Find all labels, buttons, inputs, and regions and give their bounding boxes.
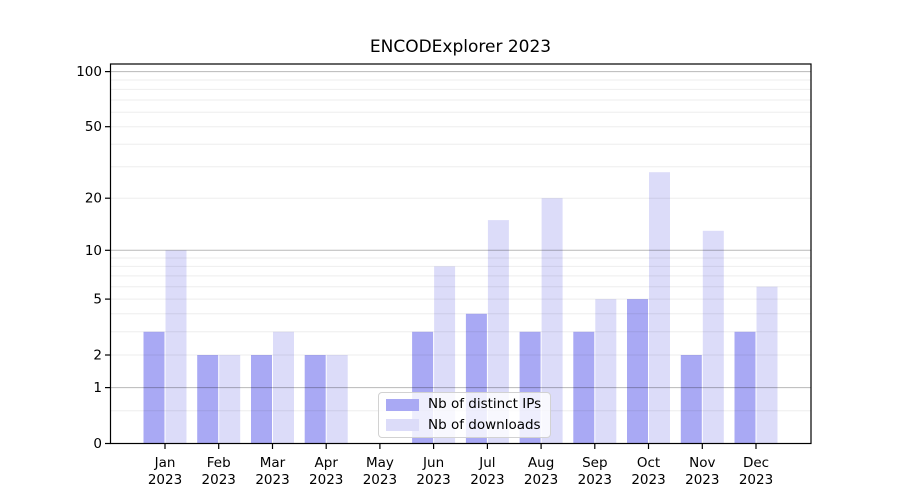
legend-item-downloads: Nb of downloads (386, 416, 541, 433)
legend-item-distinct-ips: Nb of distinct IPs (386, 396, 542, 412)
bar-downloads (702, 230, 724, 444)
legend: Nb of distinct IPs Nb of downloads (378, 392, 552, 438)
legend-swatch-distinct-ips-icon (386, 398, 419, 411)
x-tick-label: Oct 2023 (631, 455, 665, 488)
y-tick-label: 0 (93, 436, 102, 452)
bar-distinct-ips (573, 331, 595, 444)
bar-distinct-ips (304, 355, 326, 444)
bar-distinct-ips (680, 355, 702, 444)
bar-downloads (219, 355, 241, 444)
legend-label-distinct-ips: Nb of distinct IPs (428, 396, 542, 412)
x-tick-label: Apr 2023 (309, 455, 343, 488)
y-tick-label: 20 (85, 191, 102, 207)
bar-downloads (649, 172, 670, 444)
bar-downloads (541, 198, 563, 444)
x-tick-label: Dec 2023 (739, 455, 773, 488)
chart-title: ENCODExplorer 2023 (369, 37, 552, 57)
x-tick-label: Aug 2023 (524, 455, 558, 488)
y-tick-label: 100 (76, 64, 102, 80)
bar-downloads (487, 220, 509, 444)
x-tick-label: Jul 2023 (470, 455, 504, 488)
x-tick-label: Jan 2023 (148, 455, 182, 488)
x-tick-label: Feb 2023 (202, 455, 236, 488)
y-tick-label: 10 (85, 243, 102, 259)
y-tick-label: 50 (85, 119, 102, 135)
legend-label-downloads: Nb of downloads (428, 416, 541, 433)
bar-downloads (326, 355, 348, 444)
y-tick-label: 2 (93, 348, 102, 364)
x-tick-label: Mar 2023 (255, 455, 289, 488)
bar-downloads (756, 286, 778, 444)
plot-border (109, 63, 812, 445)
bar-distinct-ips (627, 299, 648, 444)
bar-distinct-ips (143, 331, 165, 444)
bar-distinct-ips (734, 331, 756, 444)
y-tick-label: 5 (93, 292, 102, 308)
x-tick-label: Sep 2023 (578, 455, 612, 488)
x-tick-label: Jun 2023 (416, 455, 450, 488)
bar-downloads (165, 250, 187, 444)
bar-downloads (595, 299, 617, 444)
bar-distinct-ips (251, 355, 272, 444)
y-tick-label: 1 (93, 380, 102, 396)
bar-downloads (273, 331, 294, 444)
x-tick-label: Nov 2023 (685, 455, 719, 488)
legend-swatch-downloads-icon (386, 419, 419, 432)
bar-distinct-ips (197, 355, 219, 444)
x-tick-label: May 2023 (363, 455, 397, 488)
